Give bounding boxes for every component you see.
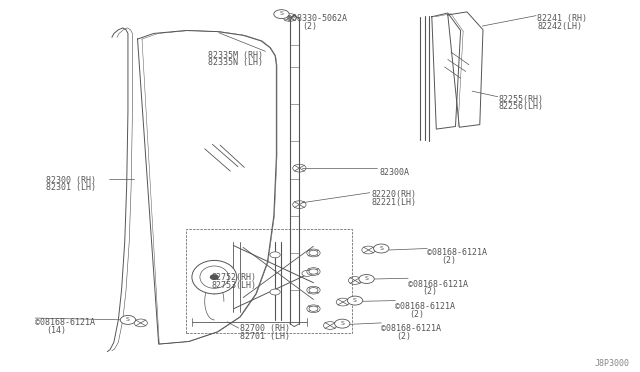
- Text: 82241 (RH): 82241 (RH): [538, 14, 588, 23]
- Ellipse shape: [192, 260, 237, 294]
- Text: 82335N (LH): 82335N (LH): [208, 58, 263, 67]
- Text: 82301 (LH): 82301 (LH): [46, 183, 96, 192]
- Circle shape: [309, 269, 318, 274]
- Circle shape: [309, 250, 318, 256]
- Text: 82753(LH): 82753(LH): [211, 281, 256, 290]
- Text: (2): (2): [410, 310, 424, 318]
- Circle shape: [270, 289, 280, 295]
- Circle shape: [302, 270, 312, 276]
- Text: (2): (2): [422, 287, 437, 296]
- Ellipse shape: [200, 266, 228, 288]
- Circle shape: [335, 319, 350, 328]
- Text: S: S: [126, 317, 130, 322]
- Circle shape: [270, 252, 280, 258]
- Text: 82221(LH): 82221(LH): [371, 198, 416, 207]
- Text: 82700 (RH): 82700 (RH): [240, 324, 290, 333]
- Circle shape: [374, 244, 389, 253]
- Text: J8P3000: J8P3000: [595, 359, 630, 368]
- Text: ©08168-6121A: ©08168-6121A: [35, 318, 95, 327]
- Text: 82335M (RH): 82335M (RH): [208, 51, 263, 60]
- Circle shape: [274, 10, 289, 19]
- Text: ©08168-6121A: ©08168-6121A: [396, 302, 455, 311]
- Text: (14): (14): [46, 326, 66, 334]
- Bar: [186, 229, 352, 333]
- Text: 82701 (LH): 82701 (LH): [240, 332, 290, 341]
- Text: (2): (2): [397, 332, 412, 341]
- Text: (2): (2): [303, 22, 317, 31]
- Text: (2): (2): [442, 256, 456, 265]
- Circle shape: [359, 275, 374, 283]
- Circle shape: [120, 315, 136, 324]
- Circle shape: [348, 296, 363, 305]
- Text: 82256(LH): 82256(LH): [499, 102, 544, 111]
- Text: ©08330-5062A: ©08330-5062A: [287, 14, 347, 23]
- Text: S: S: [340, 321, 344, 326]
- Text: 82255(RH): 82255(RH): [499, 95, 544, 104]
- Circle shape: [309, 288, 318, 293]
- Circle shape: [211, 275, 218, 279]
- Text: ©08168-6121A: ©08168-6121A: [381, 324, 441, 333]
- Text: 82300A: 82300A: [380, 168, 410, 177]
- Circle shape: [309, 306, 318, 311]
- Text: S: S: [380, 246, 383, 251]
- Text: S: S: [280, 11, 284, 16]
- Text: S: S: [353, 298, 357, 303]
- Text: 82752(RH): 82752(RH): [211, 273, 256, 282]
- Text: ©08168-6121A: ©08168-6121A: [428, 248, 487, 257]
- Text: 82242(LH): 82242(LH): [538, 22, 582, 31]
- Text: S: S: [365, 276, 369, 281]
- Text: ©08168-6121A: ©08168-6121A: [408, 280, 468, 289]
- Text: 82220(RH): 82220(RH): [371, 190, 416, 199]
- Text: 82300 (RH): 82300 (RH): [46, 176, 96, 185]
